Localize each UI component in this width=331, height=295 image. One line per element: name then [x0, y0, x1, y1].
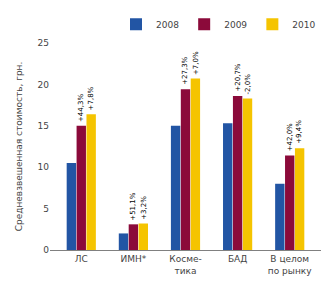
svg-text:Косме-тика: Косме-тика	[169, 254, 201, 276]
svg-text:Средневзвешенная стоимость, гр: Средневзвешенная стоимость, грн.	[14, 62, 24, 232]
svg-text:ИМН*: ИМН*	[120, 254, 146, 264]
svg-text:5: 5	[43, 204, 49, 214]
svg-text:10: 10	[38, 162, 50, 172]
svg-text:+3,2%: +3,2%	[140, 196, 148, 220]
svg-text:+9,4%: +9,4%	[295, 120, 303, 144]
svg-text:2009: 2009	[224, 20, 247, 30]
svg-text:2008: 2008	[156, 20, 179, 30]
svg-text:+7,0%: +7,0%	[192, 51, 200, 75]
svg-text:2010: 2010	[292, 20, 315, 30]
svg-text:БАД: БАД	[228, 254, 247, 264]
svg-text:-2,0%: -2,0%	[244, 74, 252, 95]
svg-text:+42,0%: +42,0%	[286, 123, 294, 151]
svg-text:+20,7%: +20,7%	[234, 63, 242, 91]
svg-text:25: 25	[38, 38, 49, 48]
svg-text:ЛС: ЛС	[75, 254, 88, 264]
svg-text:+7,8%: +7,8%	[87, 86, 95, 110]
svg-text:0: 0	[43, 245, 49, 255]
svg-text:15: 15	[38, 121, 49, 131]
svg-text:20: 20	[38, 80, 50, 90]
svg-text:+27,3%: +27,3%	[181, 56, 189, 84]
svg-text:+44,3%: +44,3%	[77, 94, 85, 122]
svg-text:+51,1%: +51,1%	[129, 192, 137, 220]
svg-text:В целомпо рынку: В целомпо рынку	[268, 254, 312, 276]
